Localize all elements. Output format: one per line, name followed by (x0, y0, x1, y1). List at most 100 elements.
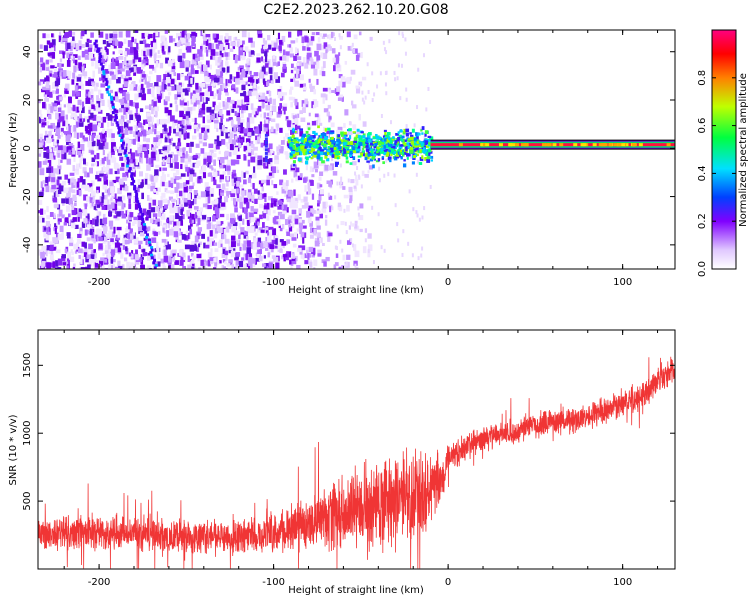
spectrogram-cell (288, 215, 293, 219)
spectrogram-band-cell (384, 131, 387, 136)
spectrogram-cell (115, 198, 120, 203)
spectrogram-cell (232, 101, 237, 109)
spectrogram-cell (313, 68, 318, 76)
spectrogram-cell (296, 228, 300, 232)
spectrogram-cell (111, 149, 114, 153)
spectrogram-band-cell (356, 145, 361, 149)
spectrogram-band-cell (320, 133, 325, 136)
spectrogram-cell (138, 244, 141, 249)
spectrogram-cell (137, 225, 142, 232)
spectrogram-cell (358, 114, 361, 121)
spectrogram-cell (180, 220, 184, 226)
spectrogram-cell (204, 46, 209, 51)
spectrogram-cell (257, 131, 261, 139)
spectrogram-band-cell (339, 149, 342, 154)
spectrogram-cell (164, 103, 167, 108)
spectrogram-cell (236, 99, 242, 105)
spectrogram-cell (207, 259, 211, 267)
spectrogram-cell (306, 210, 311, 218)
spectrogram-band-cell (406, 157, 409, 160)
spectrogram-cell (167, 162, 172, 168)
spectrogram-cell (256, 92, 259, 100)
spectrogram-cell (189, 217, 192, 223)
spectrogram-cell (104, 138, 107, 146)
spectrogram-cell (166, 136, 170, 143)
spectrogram-cell (253, 240, 259, 245)
spectrogram-cell (262, 267, 267, 269)
spectrogram-cell (48, 53, 51, 57)
snr-series-line (38, 356, 675, 569)
spectrogram-cell (351, 104, 357, 109)
spectrogram-band-cell (311, 153, 315, 156)
spectrogram-cell (125, 166, 129, 173)
spectrogram-cell (254, 222, 258, 227)
spectrogram-cell (384, 71, 387, 76)
spectrogram-cell (247, 177, 252, 184)
spectrogram-cell (45, 66, 50, 71)
spectrogram-cell (143, 54, 147, 59)
spectrogram-cell (218, 260, 222, 264)
spectrogram-streak-cell (105, 82, 109, 86)
spectrogram-cell (223, 234, 227, 240)
spectrogram-cell (130, 67, 134, 72)
spectrogram-cell (44, 94, 48, 101)
spectrogram-cell (228, 222, 231, 229)
spectrogram-cell (192, 90, 196, 94)
spectrogram-cell (203, 96, 206, 103)
spectrogram-cell (211, 200, 215, 207)
spectrogram-band-cell (313, 153, 318, 158)
spectrogram-cell (144, 130, 150, 135)
spectrogram-cell (316, 78, 319, 85)
spectrogram-cell (254, 261, 257, 265)
spectrogram-cell (86, 224, 92, 229)
spectrogram-cell (277, 218, 281, 226)
spectrogram-cell (70, 40, 76, 48)
spectrogram-cell (333, 264, 337, 269)
spectrogram-cell (53, 155, 56, 160)
spectrogram-cell (338, 33, 341, 38)
spectrogram-band-cell (375, 160, 380, 163)
spectrogram-cell (311, 227, 314, 233)
spectrogram-cell (138, 122, 143, 128)
spectrogram-streak-cell (99, 62, 103, 66)
spectrogram-cell (328, 89, 332, 94)
spectrogram-cell (70, 178, 74, 186)
spectrogram-cell (243, 145, 247, 152)
spectrogram-cell (181, 233, 187, 240)
spectrogram-cell (283, 169, 287, 175)
spectrogram-cell (379, 71, 382, 76)
spectrogram-cell (91, 135, 94, 142)
spectrogram-cell (317, 236, 321, 241)
spectrogram-band-cell (358, 137, 361, 141)
spectrogram-cell (57, 116, 62, 123)
spectrogram-cell (150, 175, 154, 182)
spectrogram-cell (38, 81, 42, 86)
spectrogram-cell (96, 152, 100, 160)
spectrogram-cell (168, 46, 171, 53)
spectrogram-band-cell (304, 138, 307, 142)
spectrogram-cell (407, 241, 410, 246)
spectrogram-cell (86, 237, 91, 242)
spectrogram-cell (411, 253, 414, 258)
spectrogram-cell (166, 230, 170, 237)
spectrogram-cell (162, 51, 166, 55)
spectrogram-cell (48, 153, 53, 160)
spectrogram-band-cell (320, 135, 323, 139)
spectrogram-cell (78, 40, 82, 45)
spectrogram-cell (159, 167, 162, 172)
spectrogram-tone-cell (631, 143, 636, 147)
spectrogram-ylabel: Frequency (Hz) (8, 112, 19, 188)
spectrogram-cell (202, 259, 207, 263)
spectrogram-cell (88, 91, 91, 99)
spectrogram-cell (148, 122, 153, 128)
spectrogram-band-cell (371, 156, 376, 160)
spectrogram-cell (145, 56, 148, 62)
spectrogram-cell (85, 42, 89, 48)
spectrogram-cell (68, 197, 73, 205)
spectrogram-cell (90, 150, 95, 155)
spectrogram-cell (315, 210, 321, 214)
spectrogram-cell (247, 192, 252, 199)
spectrogram-cell (298, 208, 302, 214)
spectrogram-cell (85, 129, 91, 134)
spectrogram-cell (339, 45, 342, 50)
